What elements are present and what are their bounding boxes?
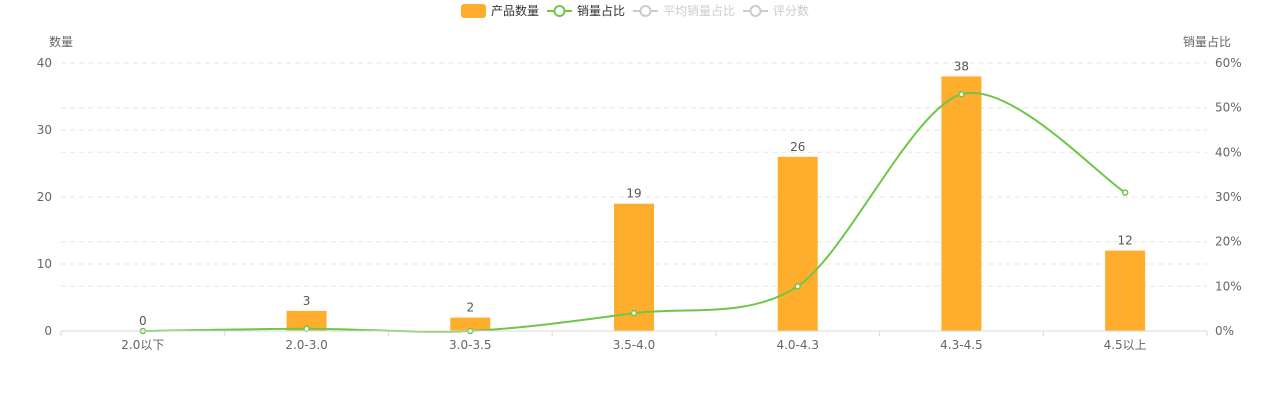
axes: 2.0以下 2.0-3.0 3.0-3.5 3.5-4.0 4.0-4.3 4.3-4.5… bbox=[37, 56, 1242, 352]
y-left-tick-label: 30 bbox=[37, 123, 52, 137]
legend-bar-swatch-icon bbox=[461, 4, 486, 18]
line-point bbox=[958, 91, 965, 98]
y-right-tick-label: 0% bbox=[1215, 324, 1234, 338]
y-left-tick-label: 0 bbox=[44, 324, 52, 338]
y-left-tick-label: 20 bbox=[37, 190, 52, 204]
legend-item[interactable]: 评分数 bbox=[743, 3, 809, 18]
bar-value-label: 38 bbox=[954, 59, 969, 73]
bar bbox=[450, 317, 491, 331]
bar bbox=[1105, 250, 1146, 331]
legend-marker-icon bbox=[749, 5, 762, 17]
y-right-tick-label: 10% bbox=[1215, 279, 1242, 293]
bar-value-label: 2 bbox=[466, 301, 474, 315]
bar-series: 0 3 2 19 26 38 12 bbox=[139, 59, 1146, 332]
legend-marker-icon bbox=[553, 5, 566, 17]
grid-lines bbox=[61, 62, 1207, 287]
bar bbox=[777, 156, 818, 331]
x-tick-label: 4.3-4.5 bbox=[940, 338, 983, 352]
y-right-tick-label: 50% bbox=[1215, 101, 1242, 115]
bar-value-label: 0 bbox=[139, 314, 147, 328]
line-point bbox=[1121, 189, 1129, 196]
line-point bbox=[794, 283, 801, 290]
bar-value-label: 12 bbox=[1118, 234, 1133, 248]
legend-label: 平均销量占比 bbox=[663, 3, 735, 18]
legend-item[interactable]: 平均销量占比 bbox=[633, 3, 735, 18]
legend-label: 销量占比 bbox=[577, 3, 625, 18]
bar-value-label: 26 bbox=[790, 140, 805, 154]
y-axis-left-title: 数量 bbox=[49, 34, 73, 49]
legend-marker-icon bbox=[639, 5, 652, 17]
legend-label: 产品数量 bbox=[491, 3, 539, 18]
x-tick-label: 3.0-3.5 bbox=[449, 338, 492, 352]
y-left-tick-label: 40 bbox=[37, 56, 52, 70]
y-right-tick-label: 20% bbox=[1215, 235, 1242, 249]
y-right-tick-label: 40% bbox=[1215, 145, 1242, 159]
x-tick-label: 3.5-4.0 bbox=[613, 338, 656, 352]
x-tick-label: 4.0-4.3 bbox=[776, 338, 819, 352]
bar bbox=[941, 76, 982, 332]
bar bbox=[614, 203, 654, 331]
x-tick-label: 2.0以下 bbox=[121, 338, 164, 352]
x-tick-label: 2.0-3.0 bbox=[285, 338, 328, 352]
x-tick-label: 4.5以上 bbox=[1104, 338, 1147, 352]
y-right-tick-label: 30% bbox=[1215, 190, 1242, 204]
y-left-tick-label: 10 bbox=[37, 257, 52, 271]
bar bbox=[286, 310, 327, 331]
legend-item[interactable]: 销量占比 bbox=[547, 3, 625, 18]
legend-item[interactable]: 产品数量 bbox=[461, 3, 539, 18]
y-right-tick-label: 60% bbox=[1215, 56, 1242, 70]
legend-label: 评分数 bbox=[773, 3, 809, 18]
y-axis-right-title: 销量占比 bbox=[1183, 34, 1231, 49]
line-point bbox=[630, 309, 638, 317]
bar-value-label: 19 bbox=[626, 187, 641, 201]
bar-value-label: 3 bbox=[303, 294, 311, 308]
legend: 产品数量 销量占比 平均销量占比 评分数 bbox=[461, 3, 809, 18]
